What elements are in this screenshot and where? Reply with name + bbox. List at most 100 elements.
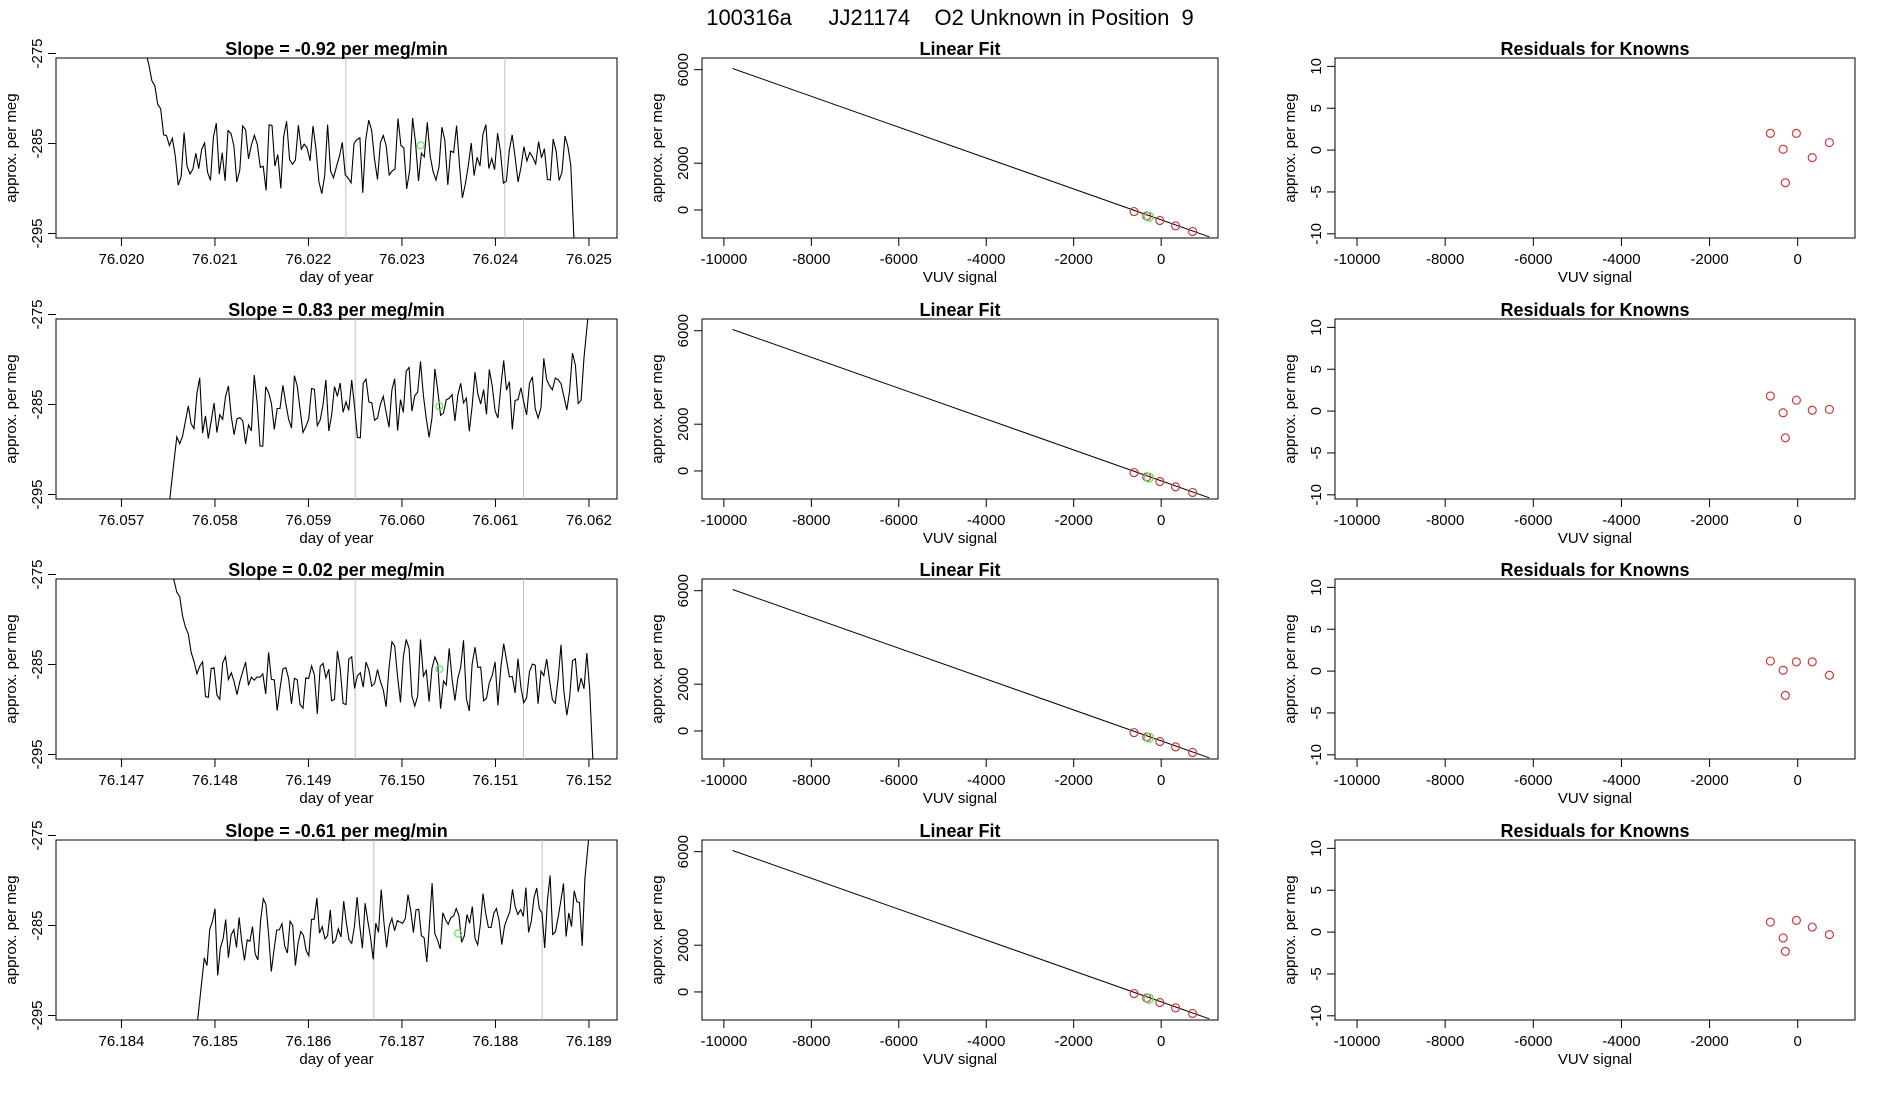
x-axis-label: VUV signal (1558, 530, 1632, 547)
residual-point (1780, 690, 1790, 700)
y-tick-label: -275 (29, 38, 46, 68)
x-axis-label: VUV signal (923, 1051, 997, 1068)
unknown-point (1143, 732, 1155, 743)
x-tick-label: 76.188 (473, 1033, 519, 1050)
residual-point (1780, 433, 1790, 443)
plot-frame (701, 578, 1219, 760)
x-tick-label: 76.148 (192, 772, 238, 789)
y-tick-label: 5 (1308, 625, 1325, 633)
y-tick-label: 10 (1308, 579, 1325, 596)
known-point (1129, 988, 1139, 999)
y-tick-label: 0 (1308, 667, 1325, 675)
x-tick-label: 76.149 (286, 772, 332, 789)
residual-point (1778, 144, 1788, 154)
y-axis-label: approx. per meg (3, 875, 20, 984)
x-tick-label: -2000 (1690, 251, 1728, 268)
residual-point (1778, 408, 1788, 418)
x-axis-label: day of year (299, 269, 373, 286)
x-tick-label: 0 (1794, 251, 1802, 268)
x-tick-label: 76.147 (99, 772, 145, 789)
panel-2-1: Slope = 0.83 per meg/min 76.057 76.058 76.0… (3, 299, 618, 547)
known-point (1188, 487, 1198, 498)
y-tick-label: -5 (1308, 446, 1325, 459)
y-tick-label: 6000 (675, 314, 692, 347)
plot-frame (1334, 318, 1856, 500)
x-tick-label: 0 (1157, 772, 1165, 789)
panel-title: Linear Fit (919, 560, 1000, 580)
y-tick-label: 10 (1308, 58, 1325, 75)
x-tick-label: -2000 (1055, 512, 1093, 529)
x-tick-label: 76.021 (192, 251, 238, 268)
x-tick-label: 76.023 (379, 251, 425, 268)
y-tick-label: 0 (675, 727, 692, 735)
panel-1-3: Residuals for Knowns -10000 -8000 -6000 -400… (1282, 39, 1856, 286)
y-axis-label: approx. per meg (1282, 354, 1299, 463)
plot-frame (55, 57, 618, 239)
y-axis-label: approx. per meg (649, 614, 666, 723)
y-tick-label: 6000 (675, 53, 692, 86)
x-tick-label: -10000 (701, 512, 748, 529)
residual-point (1824, 930, 1835, 940)
y-tick-label: -285 (29, 910, 46, 940)
y-tick-label: 6000 (675, 574, 692, 607)
y-tick-label: 10 (1308, 319, 1325, 336)
x-tick-label: 76.024 (473, 251, 519, 268)
signal-trace (173, 579, 594, 759)
y-tick-label: -5 (1308, 185, 1325, 198)
x-tick-label: -4000 (967, 772, 1005, 789)
x-axis-label: VUV signal (1558, 790, 1632, 807)
x-tick-label: -6000 (880, 1033, 918, 1050)
x-axis-label: VUV signal (1558, 269, 1632, 286)
x-tick-label: 76.062 (566, 512, 612, 529)
panel-title: Residuals for Knowns (1500, 300, 1689, 320)
y-tick-label: 2000 (675, 408, 692, 441)
y-tick-label: -295 (29, 479, 46, 509)
plot-frame (701, 57, 1219, 239)
y-axis-label: approx. per meg (649, 93, 666, 202)
x-tick-label: -6000 (880, 772, 918, 789)
residual-point (1807, 153, 1817, 163)
y-tick-label: -285 (29, 128, 46, 158)
x-tick-label: 0 (1794, 512, 1802, 529)
x-tick-label: 0 (1794, 772, 1802, 789)
x-tick-label: 0 (1794, 1033, 1802, 1050)
data-layer (1765, 915, 1835, 956)
panel-2-2: Linear Fit -10000 -8000 -6000 -4000 -2000 0 VUV… (649, 300, 1219, 547)
known-point (1155, 476, 1165, 487)
known-point (1188, 1008, 1198, 1019)
data-layer (1765, 656, 1835, 700)
y-tick-label: 0 (675, 467, 692, 475)
x-tick-label: -10000 (1334, 512, 1381, 529)
panel-1-1: Slope = -0.92 per meg/min 76.020 76.021 76.… (3, 38, 618, 286)
x-tick-label: 0 (1157, 251, 1165, 268)
plot-frame (1334, 57, 1856, 239)
unknown-point (1143, 993, 1155, 1004)
x-axis-label: day of year (299, 530, 373, 547)
panel-title: Slope = 0.83 per meg/min (228, 300, 445, 320)
x-tick-label: 76.025 (566, 251, 612, 268)
panel-3-2: Linear Fit -10000 -8000 -6000 -4000 -2000 0 VUV… (649, 560, 1219, 807)
panel-title: Linear Fit (919, 821, 1000, 841)
figure-title: 100316a JJ21174 O2 Unknown in Position 9 (706, 5, 1194, 30)
residual-point (1824, 670, 1835, 680)
y-tick-label: -275 (29, 559, 46, 589)
y-axis-label: approx. per meg (649, 875, 666, 984)
x-tick-label: -4000 (967, 512, 1005, 529)
y-tick-label: 2000 (675, 147, 692, 180)
x-tick-label: -2000 (1055, 772, 1093, 789)
x-tick-label: 76.151 (473, 772, 519, 789)
x-tick-label: 0 (1157, 512, 1165, 529)
x-tick-label: -8000 (792, 772, 830, 789)
x-tick-label: 76.060 (379, 512, 425, 529)
y-tick-label: 0 (1308, 407, 1325, 415)
highlight-point (453, 929, 463, 938)
x-tick-label: -8000 (1426, 1033, 1464, 1050)
x-tick-label: 76.184 (99, 1033, 145, 1050)
signal-trace (169, 319, 589, 499)
residual-point (1778, 665, 1788, 675)
x-tick-label: -8000 (792, 512, 830, 529)
fit-line (732, 68, 1210, 238)
x-tick-label: 76.058 (192, 512, 238, 529)
panel-title: Linear Fit (919, 300, 1000, 320)
